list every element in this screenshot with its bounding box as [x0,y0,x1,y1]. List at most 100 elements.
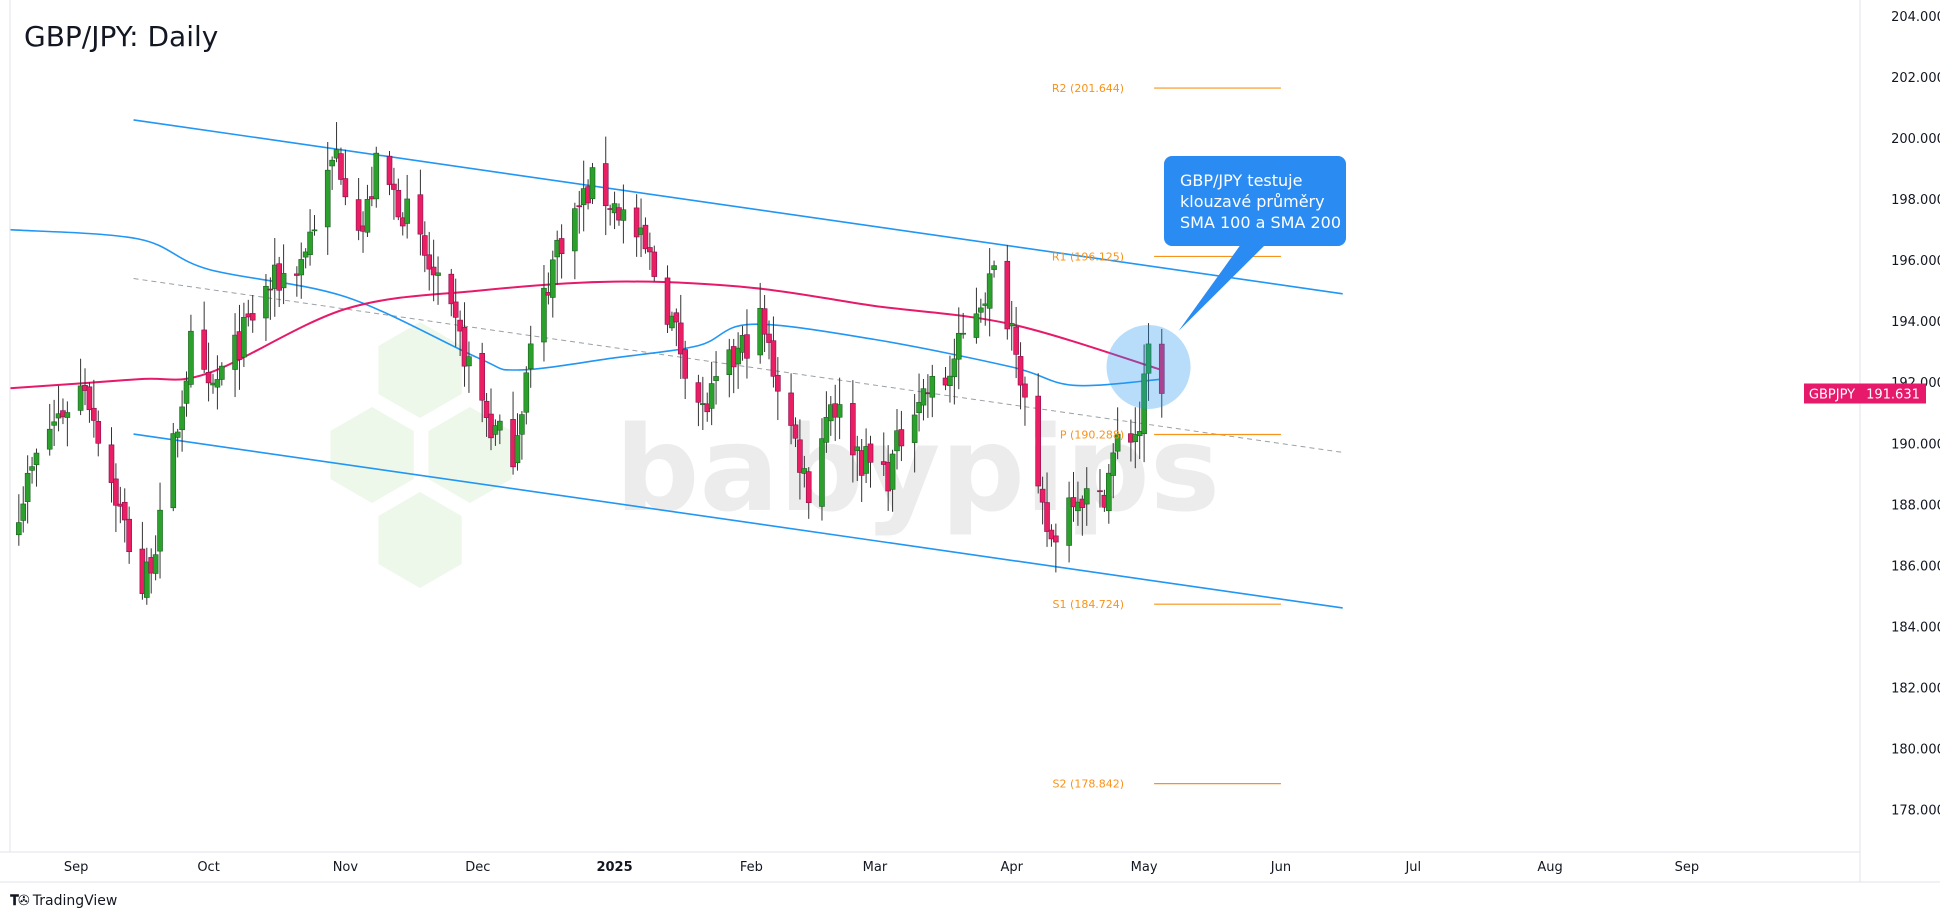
candle-up [519,414,525,435]
candle-up [1110,452,1117,476]
callout-pointer [1178,240,1270,331]
candle-up [916,402,922,414]
x-tick-label: Dec [465,860,490,875]
candle-down [448,273,455,305]
x-tick-label: Sep [1675,860,1700,875]
price-axis[interactable]: 178.000 180.000 182.000 184.000 186.000 188.0… [0,0,1940,883]
candle-up [157,509,163,552]
x-tick-label: May [1131,860,1158,875]
candle-up [1114,433,1121,452]
y-tick-label: 184.000 [1891,620,1940,635]
candle-up [219,365,225,380]
babypips-watermark: babypips [330,322,1220,588]
candle-down [647,247,653,253]
candle-up [497,420,503,431]
candle-down [867,443,874,463]
candle-down [91,407,97,421]
candle-up [1132,434,1139,443]
candle-up [1106,472,1112,512]
candle-up [920,388,927,406]
candle-down [430,266,437,276]
candle-up [329,159,335,167]
candle-down [395,189,402,218]
candle-down [744,334,750,359]
candle-down [1044,502,1050,532]
candle-down [1013,326,1019,355]
candle-down [602,163,609,207]
chart-title: GBP/JPY: Daily [24,20,219,53]
candle-down [338,153,344,180]
callout-line: klouzavé průměry [1180,192,1325,211]
candle-up [183,380,190,404]
candle-down [1053,535,1059,543]
candle-down [770,340,777,377]
candle-down [642,224,649,250]
tradingview-footer[interactable]: 𝐓✇ TradingView [10,893,117,909]
candle-down [1022,383,1028,398]
candle-up [143,561,150,598]
candle-up [324,169,331,228]
x-tick-label: Sep [64,860,89,875]
candle-up [514,435,521,464]
candle-up [64,412,71,418]
watermark-hex [378,322,462,418]
highlight-circle [1106,324,1191,409]
channel-upper-line [133,119,1343,295]
tradingview-logo-icon: 𝐓✇ [10,893,30,909]
candle-up [20,503,27,521]
watermark-hex [378,492,462,588]
candle-down [342,178,349,198]
candle-up [152,554,159,574]
candle-up [311,229,318,232]
candle-down [792,424,799,439]
candle-up [836,404,843,418]
y-tick-label: 202.000 [1891,71,1940,86]
candle-down [576,205,583,208]
candle-up [29,466,35,471]
candle-down [1004,260,1011,330]
candle-up [854,446,861,451]
candle-down [677,322,684,355]
candle-down [1048,529,1055,540]
candle-up [174,431,181,438]
pivot-label: S1 (184.724) [1053,598,1125,611]
candle-up [589,167,596,200]
y-tick-label: 190.000 [1891,437,1940,452]
candle-up [527,343,534,369]
x-tick-label: Oct [197,860,219,875]
moving-averages [9,228,1163,390]
pivot-label: R2 (201.644) [1052,82,1124,95]
candle-down [850,403,856,456]
candle-up [960,332,966,335]
x-tick-label: Aug [1537,860,1562,875]
y-tick-label: 200.000 [1891,132,1940,147]
candle-down [205,371,212,384]
candle-up [819,438,825,507]
candle-down [898,429,905,447]
candle-up [823,417,830,443]
y-tick-label: 194.000 [1891,315,1940,330]
candle-up [1083,488,1090,505]
candle-up [435,272,441,276]
candle-up [307,231,313,255]
candle-down [422,235,428,256]
candle-down [483,400,490,419]
candle-down [1039,488,1046,503]
candles [16,122,1165,605]
time-axis[interactable]: Sep Oct Nov Dec 2025 Feb Mar Apr May Jun Jul Aug Sep [64,860,1699,875]
pivot-label: P (190.288) [1060,428,1124,441]
candle-down [386,155,393,185]
candle-down [664,277,671,325]
candle-up [77,385,84,411]
last-price-label: 191.631 [1866,388,1920,403]
candle-down [457,319,463,332]
x-tick-label: 2025 [596,860,632,875]
candle-down [452,301,459,318]
price-channel [133,119,1343,609]
candle-down [673,312,680,323]
candle-down [805,471,812,504]
candle-up [280,273,287,289]
candle-down [775,374,781,392]
last-price-tag [1860,383,1926,404]
